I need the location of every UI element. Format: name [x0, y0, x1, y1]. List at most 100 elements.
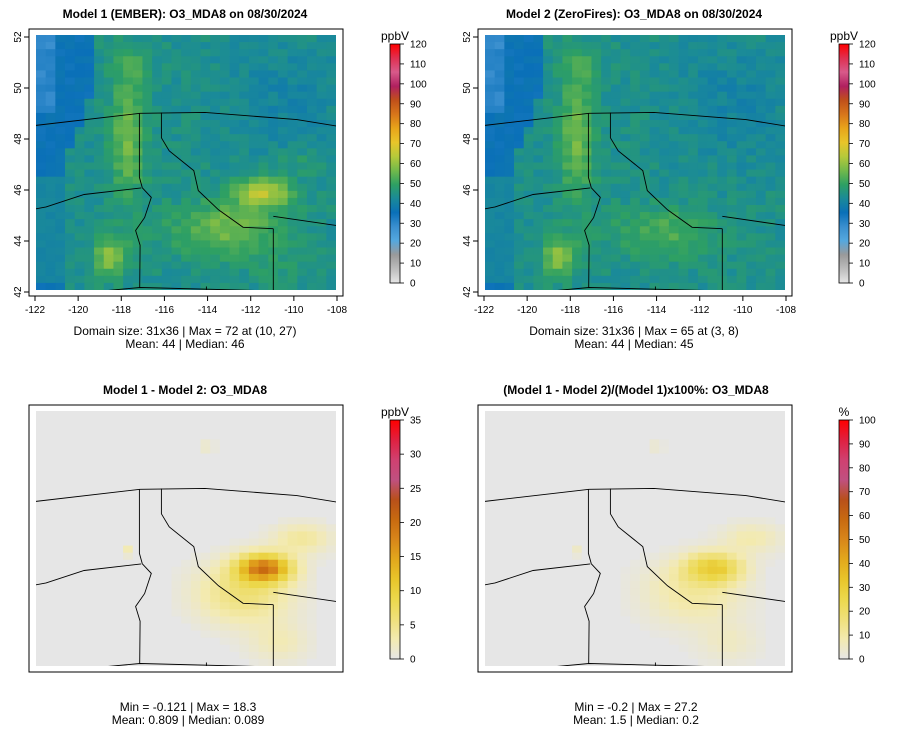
heatmap-cell	[229, 35, 240, 43]
heatmap-cell	[514, 496, 525, 504]
heatmap-cell	[649, 134, 660, 142]
heatmap-cell	[707, 155, 718, 163]
heatmap-cell	[113, 205, 124, 213]
heatmap-cell	[132, 63, 143, 71]
heatmap-cell	[668, 503, 679, 511]
colorbar-tick-label: 30	[410, 450, 422, 461]
heatmap-cell	[229, 233, 240, 241]
heatmap-cell	[210, 240, 221, 248]
heatmap-cell	[726, 595, 738, 603]
heatmap-cell	[142, 261, 153, 270]
heatmap-cell	[552, 602, 563, 610]
heatmap-cell	[239, 573, 250, 582]
heatmap-cell	[485, 658, 496, 666]
heatmap-cell	[287, 573, 298, 582]
heatmap-cell	[755, 268, 767, 277]
heatmap-cell	[239, 212, 250, 220]
heatmap-cell	[113, 531, 124, 539]
heatmap-cell	[55, 425, 66, 433]
heatmap-cell	[697, 91, 708, 100]
heatmap-cell	[219, 481, 230, 490]
heatmap-cell	[297, 453, 308, 461]
heatmap-cell	[171, 467, 182, 476]
heatmap-cell	[268, 439, 279, 447]
heatmap-cell	[161, 503, 172, 511]
heatmap-cell	[697, 531, 708, 539]
heatmap-cell	[523, 42, 534, 50]
heatmap-cell	[552, 226, 563, 234]
heatmap-cell	[171, 573, 182, 582]
heatmap-cell	[277, 658, 289, 666]
heatmap-cell	[123, 240, 134, 248]
heatmap-cell	[55, 552, 66, 561]
heatmap-cell	[239, 637, 250, 646]
heatmap-cell	[572, 595, 583, 603]
heatmap-cell	[171, 42, 182, 50]
heatmap-cell	[74, 651, 85, 660]
heatmap-cell	[74, 261, 85, 270]
heatmap-cell	[268, 545, 279, 554]
heatmap-cell	[306, 98, 318, 107]
stats-line-2: Mean: 44 | Median: 46	[125, 337, 245, 351]
heatmap-cell	[668, 524, 679, 532]
heatmap-cell	[326, 35, 336, 43]
heatmap-cell	[36, 488, 47, 497]
heatmap-cell	[248, 658, 259, 666]
heatmap-cell	[132, 453, 143, 461]
heatmap-cell	[181, 418, 192, 426]
heatmap-cell	[581, 240, 592, 248]
heatmap-cell	[659, 134, 670, 142]
heatmap-cell	[74, 282, 85, 290]
heatmap-cell	[620, 219, 631, 227]
heatmap-cell	[726, 637, 738, 646]
heatmap-cell	[94, 637, 105, 646]
heatmap-cell	[268, 559, 279, 568]
heatmap-cell	[649, 120, 660, 128]
heatmap-cell	[707, 658, 718, 666]
heatmap-cell	[523, 538, 534, 546]
heatmap-cell	[572, 226, 583, 234]
heatmap-cell	[190, 559, 201, 568]
heatmap-cell	[678, 531, 689, 539]
heatmap-cell	[55, 460, 66, 469]
heatmap-cell	[717, 453, 728, 461]
heatmap-cell	[668, 190, 679, 199]
heatmap-cell	[765, 630, 776, 639]
heatmap-cell	[65, 588, 76, 596]
heatmap-cell	[152, 268, 163, 277]
heatmap-cell	[775, 425, 785, 433]
heatmap-cell	[84, 162, 95, 170]
heatmap-cell	[200, 616, 211, 624]
heatmap-cell	[755, 637, 767, 646]
heatmap-cell	[210, 609, 221, 617]
heatmap-cell	[543, 481, 554, 490]
heatmap-cell	[659, 233, 670, 241]
heatmap-cell	[707, 453, 718, 461]
heatmap-cell	[94, 545, 105, 554]
heatmap-cell	[248, 467, 259, 476]
heatmap-cell	[84, 496, 95, 504]
heatmap-cell	[552, 644, 563, 653]
heatmap-cell	[142, 545, 153, 554]
heatmap-cell	[543, 531, 554, 539]
heatmap-cell	[103, 98, 114, 107]
heatmap-cell	[200, 552, 211, 561]
heatmap-cell	[181, 91, 192, 100]
heatmap-cell	[277, 531, 289, 539]
heatmap-cell	[775, 566, 785, 575]
y-tick-label: 50	[462, 82, 473, 94]
heatmap-cell	[94, 573, 105, 582]
heatmap-cell	[639, 212, 650, 220]
heatmap-cell	[277, 538, 289, 546]
heatmap-cell	[287, 282, 298, 290]
heatmap-cell	[181, 197, 192, 206]
heatmap-cell	[659, 141, 670, 149]
heatmap-cell	[200, 588, 211, 596]
heatmap-cell	[123, 637, 134, 646]
heatmap-cell	[639, 84, 650, 93]
heatmap-cell	[36, 35, 47, 43]
heatmap-cell	[277, 644, 289, 653]
heatmap-cell	[123, 169, 134, 178]
heatmap-cell	[316, 176, 327, 185]
heatmap-cell	[494, 275, 505, 284]
